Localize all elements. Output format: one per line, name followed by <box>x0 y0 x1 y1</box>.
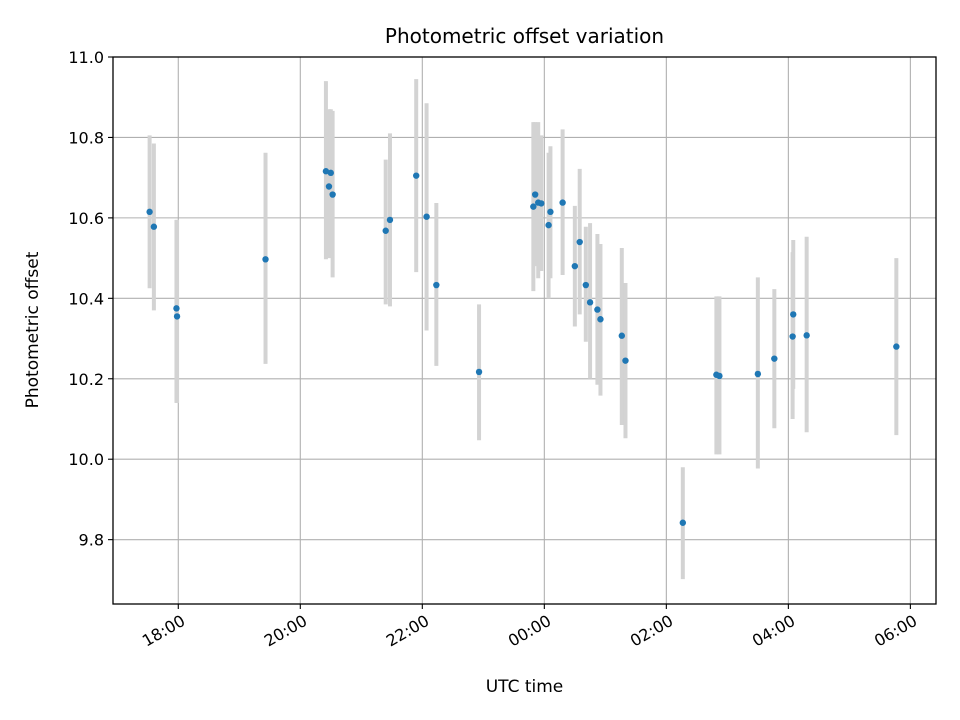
data-point <box>754 370 762 378</box>
y-tick-label: 10.0 <box>68 450 104 469</box>
data-point <box>433 281 440 289</box>
data-point <box>325 183 333 190</box>
data-point <box>329 191 336 198</box>
data-point <box>423 213 430 220</box>
y-tick-label: 10.8 <box>68 128 104 147</box>
data-point <box>382 227 389 234</box>
data-point <box>559 199 566 206</box>
data-point <box>679 519 687 526</box>
data-point <box>531 191 539 198</box>
data-point <box>173 313 181 320</box>
data-point <box>622 357 629 364</box>
y-tick-label: 10.6 <box>68 209 104 228</box>
data-point <box>538 200 545 207</box>
data-points <box>146 168 900 526</box>
data-point <box>789 333 796 340</box>
data-point <box>771 355 778 362</box>
data-point <box>530 203 537 210</box>
y-tick-label: 10.2 <box>68 370 104 389</box>
data-point <box>475 368 483 376</box>
data-point <box>618 332 626 339</box>
y-axis-label: Photometric offset <box>23 251 43 408</box>
data-point <box>594 306 601 313</box>
data-point <box>893 343 900 350</box>
plot-frame <box>112 56 937 605</box>
data-point <box>586 299 594 306</box>
data-point <box>547 208 554 216</box>
data-point <box>413 172 420 179</box>
data-point <box>545 221 552 229</box>
y-tick-label: 10.4 <box>68 289 104 308</box>
data-point <box>173 305 180 312</box>
data-point <box>597 316 604 323</box>
data-point <box>327 169 334 177</box>
data-point <box>150 223 158 230</box>
data-point <box>803 332 810 339</box>
data-point <box>790 311 797 318</box>
data-point <box>716 372 723 380</box>
data-point <box>582 281 590 289</box>
data-point <box>146 208 153 216</box>
y-tick-label: 9.8 <box>79 531 104 550</box>
data-point <box>386 216 394 224</box>
y-axis: 9.8 10.0 10.2 10.4 10.6 10.8 11.0 <box>68 48 113 550</box>
chart-title: Photometric offset variation <box>385 24 664 48</box>
x-axis-label: UTC time <box>486 677 564 697</box>
data-point <box>576 238 583 246</box>
y-tick-label: 11.0 <box>68 48 104 67</box>
data-point <box>262 256 269 263</box>
data-point <box>571 262 579 270</box>
data-point <box>322 168 330 175</box>
